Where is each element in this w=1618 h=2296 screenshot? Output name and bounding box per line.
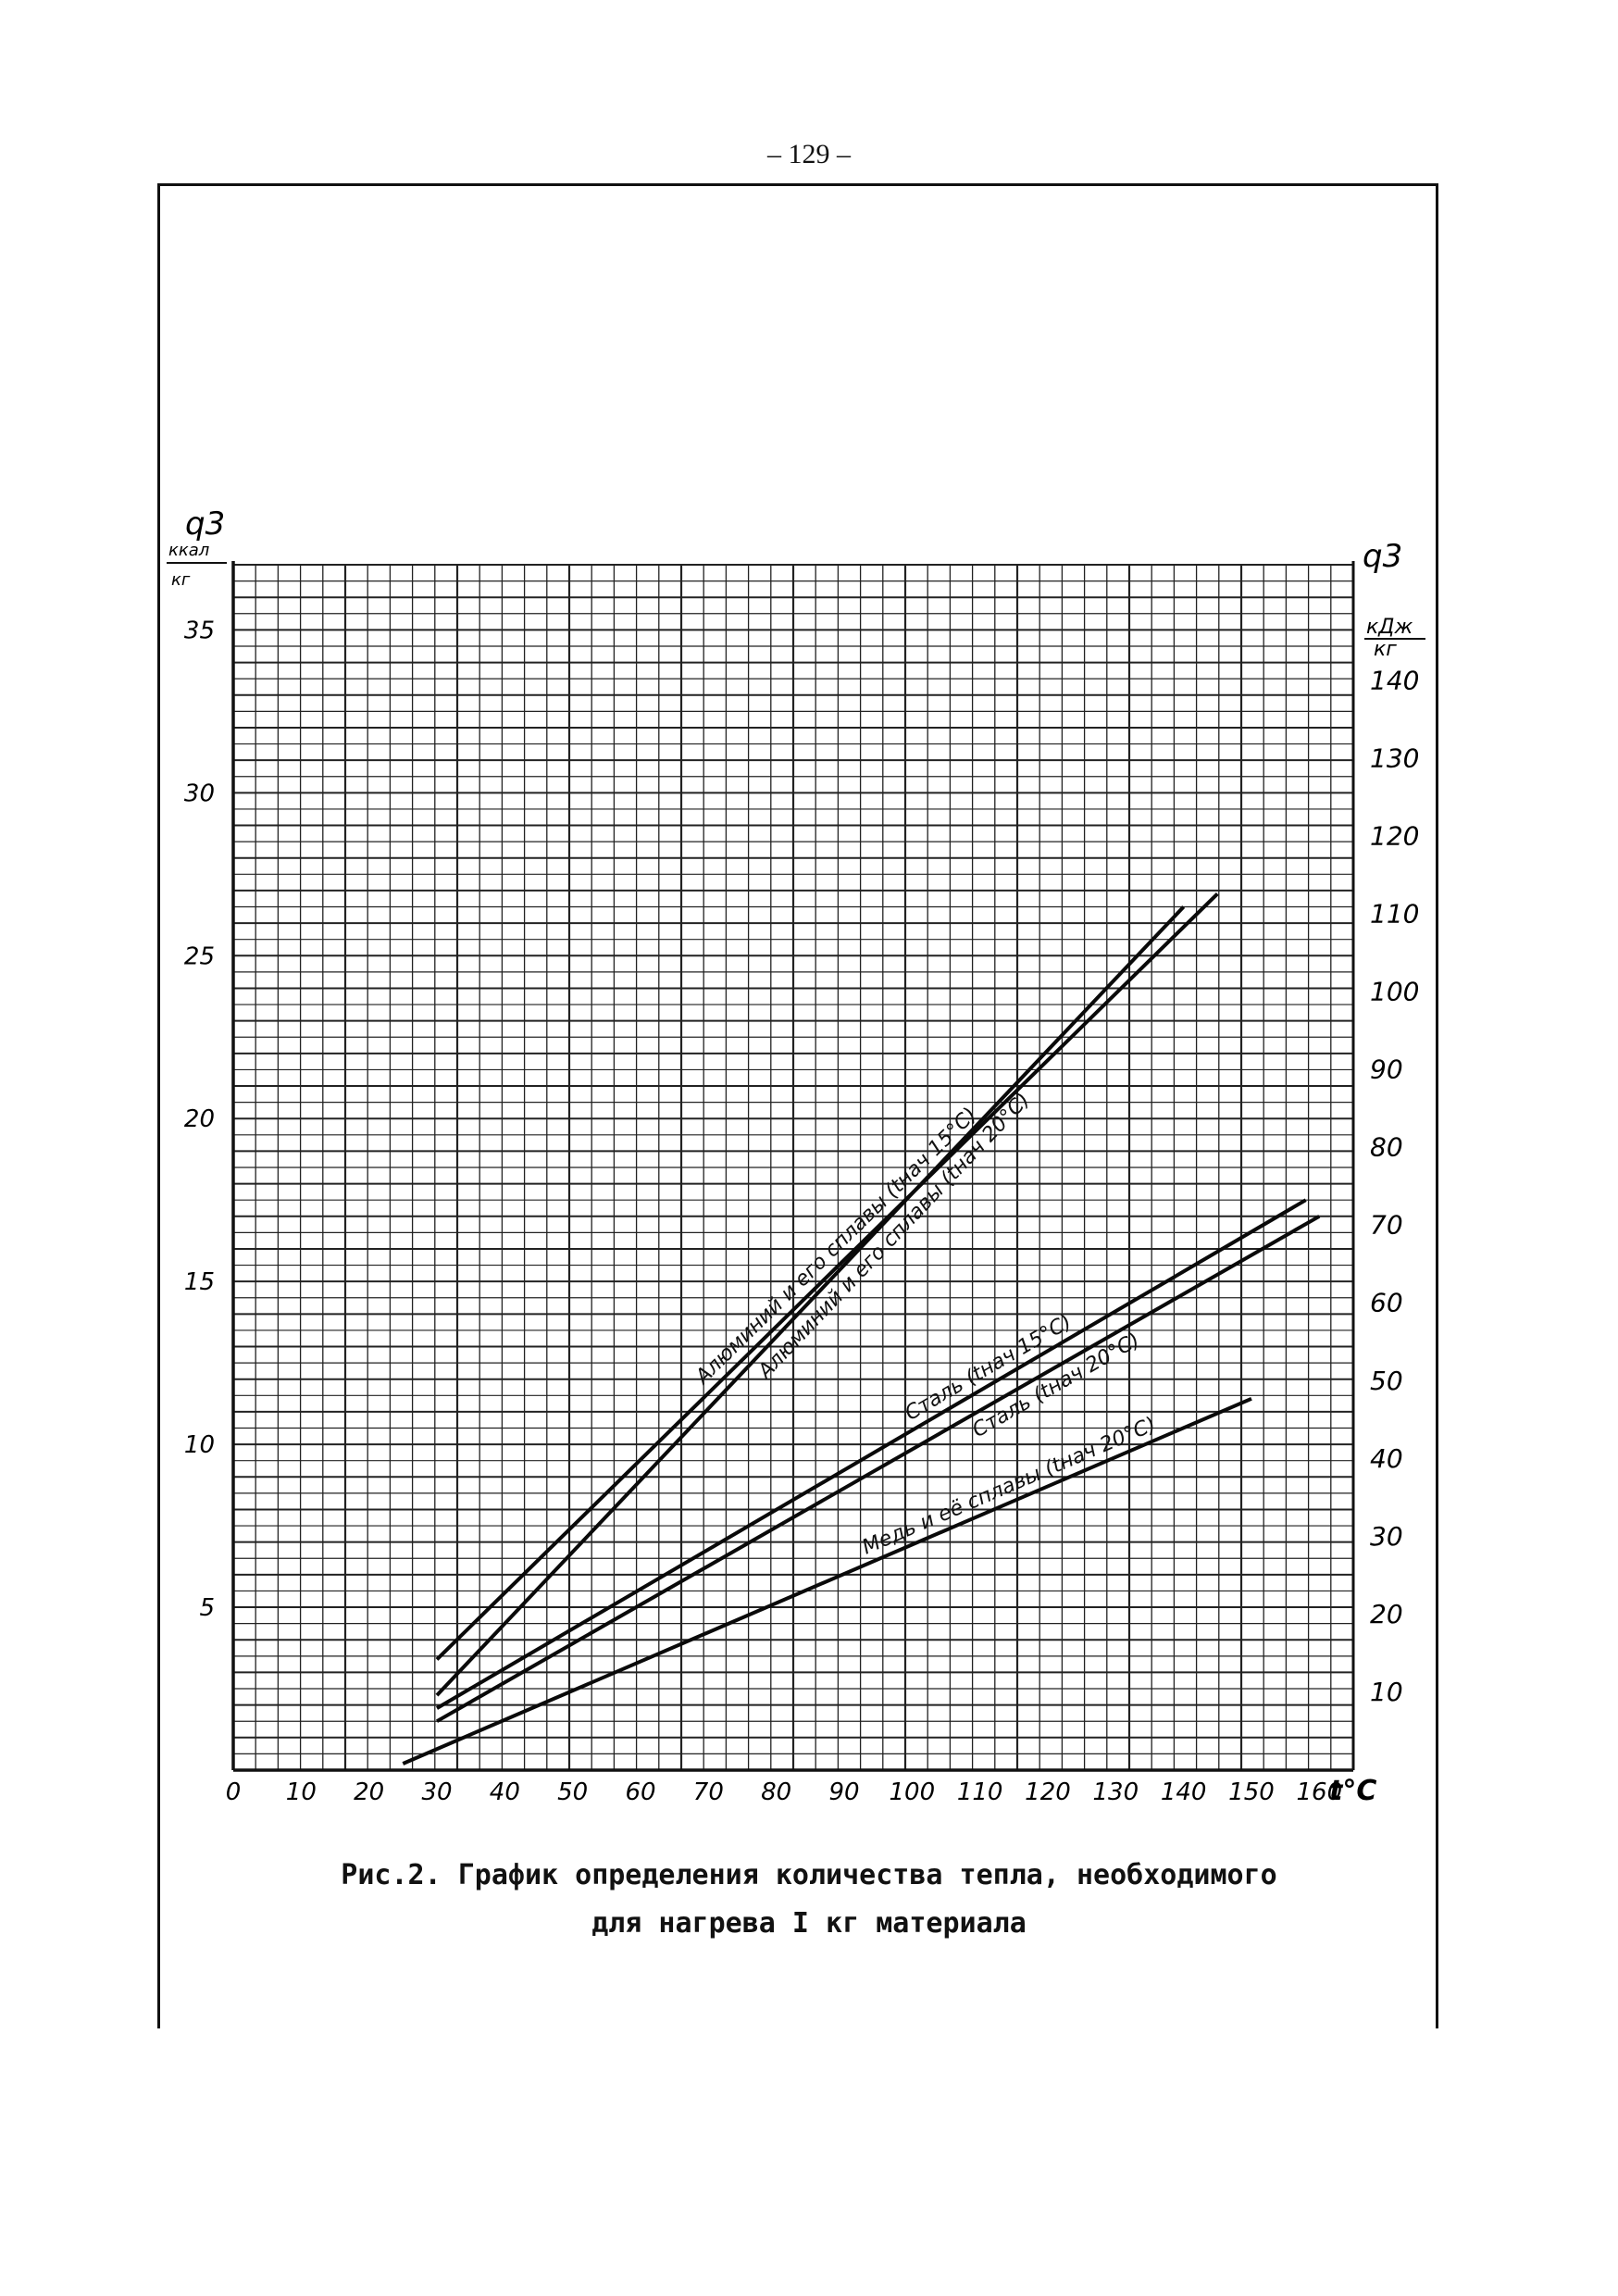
y-left-tick-label: 30 (184, 780, 215, 807)
y-right-tick-label: 50 (1370, 1366, 1403, 1396)
axis-titles: q3 ккал кг q3 кДж кг t°C (167, 505, 1425, 1807)
series-line-1 (435, 892, 1219, 1661)
x-tick-label: 120 (1025, 1778, 1071, 1806)
x-tick-label: 160 (1297, 1778, 1343, 1806)
y-left-tick-label: 20 (184, 1105, 215, 1133)
left-axis-unit-den: кг (171, 570, 191, 590)
right-axis-unit-den: кг (1374, 638, 1397, 661)
y-left-tick-label: 10 (184, 1431, 215, 1459)
tick-labels: 0 10 20 30 40 50 60 70 80 90 100 110 120 130 140 150 160… (184, 617, 1420, 1806)
y-right-tick-label: 120 (1370, 820, 1419, 851)
series-line-2 (435, 905, 1186, 1697)
y-right-tick-label: 80 (1370, 1132, 1403, 1163)
page-number: – 129 – (767, 139, 851, 169)
caption-line-1: Рис.2. График определения количества теп… (341, 1859, 1277, 1891)
x-tick-label: 80 (761, 1778, 791, 1806)
series-labels: Алюминий и его сплавы (tнач 15°С)Алюмини… (690, 1089, 1159, 1560)
x-tick-label: 10 (286, 1778, 317, 1806)
y-right-tick-label: 100 (1370, 977, 1419, 1007)
x-tick-label: 0 (226, 1778, 242, 1806)
left-axis-symbol: q3 (185, 505, 225, 543)
x-tick-label: 150 (1228, 1778, 1275, 1806)
y-right-tick-label: 110 (1370, 898, 1419, 929)
y-left-tick-label: 15 (184, 1268, 215, 1296)
y-right-tick-label: 60 (1370, 1288, 1403, 1318)
x-tick-label: 30 (421, 1778, 452, 1806)
y-right-tick-label: 30 (1370, 1521, 1403, 1552)
x-tick-label: 110 (957, 1778, 1003, 1806)
y-right-tick-label: 10 (1370, 1677, 1403, 1707)
axes (231, 561, 1355, 1772)
page-frame (157, 183, 1438, 2028)
x-tick-label: 70 (693, 1778, 724, 1806)
right-axis-unit-num: кДж (1366, 616, 1413, 639)
x-tick-label: 50 (557, 1778, 588, 1806)
x-axis-label: t°C (1329, 1775, 1376, 1807)
y-right-tick-label: 70 (1370, 1210, 1403, 1241)
grid (231, 564, 1355, 1771)
series-line-4 (436, 1215, 1321, 1723)
y-right-tick-label: 40 (1370, 1443, 1403, 1474)
series-label-2: Алюминий и его сплавы (tнач 20°С) (753, 1089, 1035, 1385)
left-axis-unit-num: ккал (168, 541, 209, 560)
x-tick-label: 20 (354, 1778, 384, 1806)
x-tick-label: 100 (890, 1778, 936, 1806)
right-axis-symbol: q3 (1363, 538, 1402, 575)
x-tick-label: 40 (490, 1778, 520, 1806)
figure-caption: Рис.2. График определения количества теп… (0, 1852, 1618, 1948)
x-tick-label: 90 (828, 1778, 859, 1806)
y-right-tick-label: 20 (1370, 1599, 1403, 1629)
y-right-tick-label: 140 (1370, 665, 1419, 695)
y-left-tick-label: 5 (199, 1594, 215, 1622)
x-tick-label: 60 (625, 1778, 655, 1806)
y-left-tick-label: 25 (184, 942, 215, 970)
series-label-text-2: Алюминий и его сплавы (tнач 20°С) (753, 1089, 1035, 1385)
x-tick-label: 130 (1093, 1778, 1139, 1806)
x-tick-label: 140 (1161, 1778, 1207, 1806)
series-line-5 (402, 1396, 1252, 1766)
series-lines (402, 892, 1321, 1766)
series-line-3 (435, 1198, 1307, 1710)
y-right-tick-label: 90 (1370, 1054, 1403, 1085)
y-right-tick-label: 130 (1370, 742, 1419, 773)
y-left-tick-label: 35 (184, 617, 215, 644)
caption-line-2: для нагрева I кг материала (591, 1907, 1027, 1940)
